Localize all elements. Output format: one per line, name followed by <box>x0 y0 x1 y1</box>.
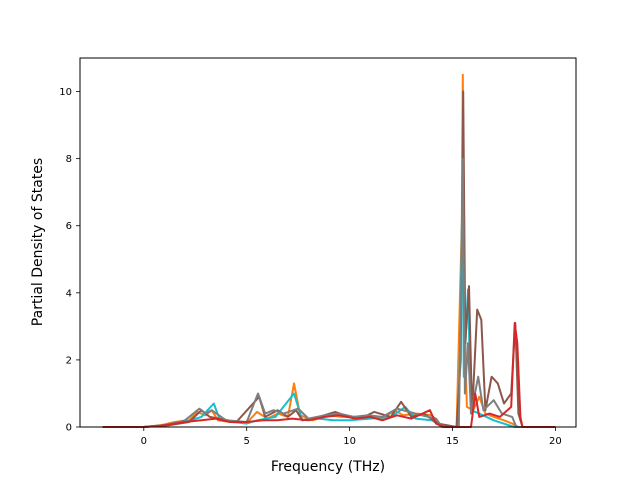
plot-frame <box>79 57 577 428</box>
y-tick-label: 6 <box>66 221 72 232</box>
y-tick-label: 8 <box>66 154 72 165</box>
series-line-5 <box>102 322 556 428</box>
x-tick-label: 0 <box>141 436 147 447</box>
series-line-1 <box>102 73 556 428</box>
y-tick-label: 10 <box>59 87 72 98</box>
y-tick-label: 0 <box>66 423 72 434</box>
y-axis: 0 2 4 6 8 10 <box>59 87 80 434</box>
y-tick-label: 4 <box>66 288 72 299</box>
series-line-3 <box>102 90 556 428</box>
y-axis-label: Partial Density of States <box>30 158 46 326</box>
series-layer <box>102 73 556 428</box>
x-tick-label: 10 <box>343 436 356 447</box>
series-line-4 <box>102 157 556 428</box>
series-line-2 <box>102 191 556 428</box>
y-tick-label: 2 <box>66 355 72 366</box>
x-tick-label: 15 <box>446 436 459 447</box>
x-tick-label: 20 <box>549 436 562 447</box>
x-axis-label: Frequency (THz) <box>271 459 385 475</box>
x-axis: 0 5 10 15 20 <box>141 427 562 447</box>
x-tick-label: 5 <box>244 436 250 447</box>
